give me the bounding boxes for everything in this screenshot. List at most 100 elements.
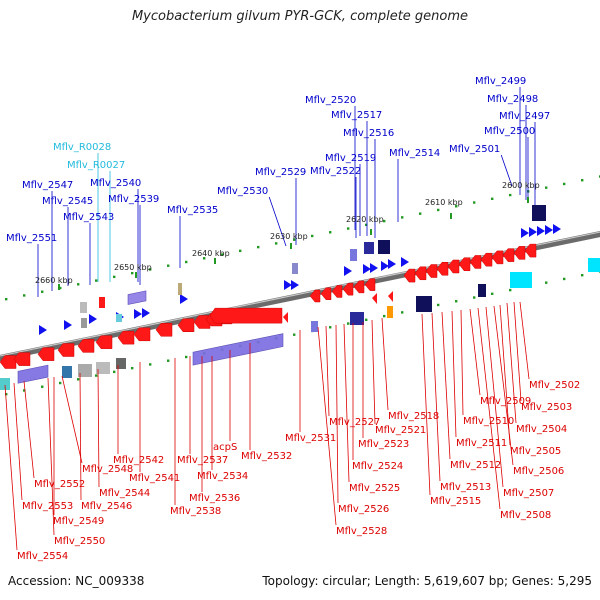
reverse-gene-arrow <box>388 291 393 302</box>
forward-gene-arrow <box>142 308 150 318</box>
forward-gene-label: Mflv_2535 <box>167 205 218 216</box>
reverse-gene-arrow <box>491 250 504 265</box>
reverse-gene-arrow <box>414 266 427 281</box>
forward-gene-arrow <box>521 228 529 238</box>
guide-dot <box>275 242 278 245</box>
guide-dot <box>383 314 386 318</box>
forward-gene-label: Mflv_2497 <box>499 111 550 122</box>
label-leader-line <box>317 326 337 526</box>
forward-gene-label: Mflv_2540 <box>90 178 141 189</box>
forward-gene-arrow <box>401 257 409 267</box>
reverse-gene-arrow <box>95 335 113 349</box>
guide-dot <box>545 281 548 284</box>
guide-dot <box>95 374 98 377</box>
reverse-gene-label: Mflv_2511 <box>456 438 507 449</box>
guide-dot <box>311 234 314 238</box>
guide-dot <box>329 231 332 234</box>
reverse-gene-label: Mflv_2536 <box>189 493 240 504</box>
guide-dot <box>383 219 386 223</box>
reverse-gene-label: Mflv_2515 <box>430 496 481 507</box>
reverse-gene-label: Mflv_2521 <box>375 425 426 436</box>
forward-gene-label: Mflv_2516 <box>343 128 394 139</box>
gene-box <box>588 258 600 272</box>
label-leader-line <box>343 323 350 483</box>
forward-gene-arrow <box>134 309 142 319</box>
reverse-gene-arrow <box>117 330 135 345</box>
guide-dot <box>563 277 566 281</box>
gene-box <box>80 302 87 313</box>
reverse-gene-arrow <box>372 293 377 304</box>
label-leader-line <box>493 305 514 466</box>
guide-dot <box>149 268 152 271</box>
reverse-gene-label: Mflv_2510 <box>463 416 514 427</box>
reverse-gene-label: Mflv_2549 <box>53 516 104 527</box>
guide-dot <box>581 274 584 277</box>
label-leader-line <box>421 313 431 496</box>
reverse-gene-small <box>99 297 105 308</box>
guide-dot <box>5 392 8 396</box>
genome-summary-text: Topology: circular; Length: 5,619,607 bp… <box>262 574 592 588</box>
reverse-gene-label: Mflv_2538 <box>170 506 221 517</box>
reverse-gene-arrow <box>353 280 365 294</box>
guide-dot <box>509 193 512 197</box>
forward-gene-arrow <box>553 224 561 234</box>
reverse-gene-label: Mflv_2512 <box>450 460 501 471</box>
label-leader-line <box>371 319 376 425</box>
guide-dot <box>509 288 512 292</box>
forward-gene-label: Mflv_2539 <box>108 194 159 205</box>
reverse-gene-arrow <box>342 282 354 296</box>
guide-dot <box>437 303 440 307</box>
guide-dot <box>401 216 404 219</box>
guide-dot <box>401 311 404 314</box>
label-leader-line <box>477 307 501 510</box>
label-leader-line <box>441 311 451 460</box>
reverse-gene-arrow <box>425 264 438 278</box>
reverse-gene-arrow <box>283 312 288 323</box>
guide-dot <box>5 297 8 301</box>
guide-dot <box>293 333 296 336</box>
forward-gene-arrow <box>545 225 553 235</box>
guide-dot <box>149 363 152 366</box>
reverse-gene-arrow <box>13 352 31 366</box>
forward-gene-arrow <box>284 280 292 290</box>
guide-dot <box>131 366 134 370</box>
reverse-gene-label: Mflv_2507 <box>503 488 554 499</box>
domain-bar <box>127 290 147 305</box>
forward-gene-label: Mflv_2530 <box>217 186 268 197</box>
forward-gene-label: Mflv_2522 <box>310 166 361 177</box>
guide-dot <box>437 208 440 212</box>
gene-box <box>78 364 92 377</box>
guide-dot <box>113 370 116 374</box>
rna-gene-label: Mflv_R0027 <box>67 160 125 171</box>
guide-dot <box>473 296 476 299</box>
reverse-gene-block <box>209 307 283 324</box>
forward-gene-label: Mflv_2498 <box>487 94 538 105</box>
guide-dot <box>581 179 584 182</box>
reverse-gene-arrow <box>524 243 537 258</box>
guide-dot <box>365 223 368 227</box>
label-leader-line <box>500 154 513 187</box>
guide-dot <box>59 381 62 385</box>
forward-gene-label: Mflv_2520 <box>305 95 356 106</box>
guide-dot <box>419 212 422 215</box>
label-leader-line <box>335 324 339 504</box>
guide-dot <box>491 197 494 201</box>
guide-dot <box>545 186 548 189</box>
label-leader-line <box>519 301 530 380</box>
gene-box <box>510 272 532 288</box>
guide-dot <box>455 300 458 303</box>
gene-box <box>178 283 182 295</box>
forward-strand-genes <box>0 205 600 390</box>
reverse-gene-label: Mflv_2534 <box>197 471 248 482</box>
label-leader-line <box>325 325 330 417</box>
label-leaders <box>4 87 536 551</box>
scale-tick-label: 2630 kbp <box>270 232 308 241</box>
guide-dot <box>563 182 566 186</box>
scale-tick-mark <box>290 243 292 249</box>
guide-dot <box>167 264 170 267</box>
scale-tick-mark <box>527 197 529 203</box>
reverse-gene-label: Mflv_2525 <box>349 483 400 494</box>
label-leader-line <box>13 382 23 501</box>
forward-gene-label: Mflv_2517 <box>331 110 382 121</box>
label-leader-line <box>381 317 389 411</box>
